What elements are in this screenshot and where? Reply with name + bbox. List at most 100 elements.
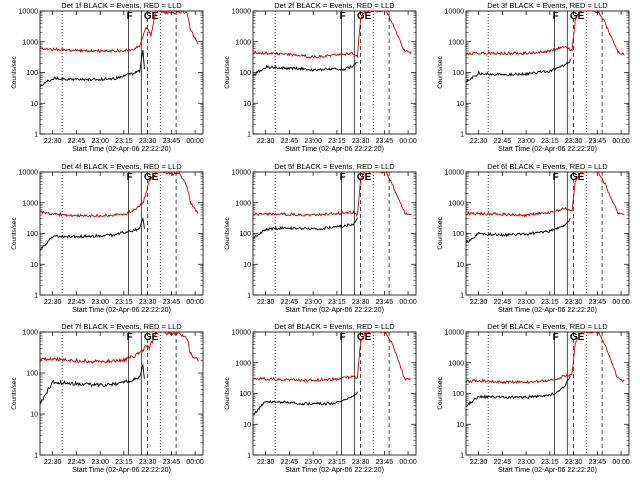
x-axis-label: Start Time (02-Apr-06 22:22:20) bbox=[498, 307, 597, 314]
x-tick-label: 23:15 bbox=[328, 299, 346, 306]
x-tick-label: 22:45 bbox=[281, 138, 299, 145]
x-tick-label: 23:45 bbox=[163, 459, 181, 466]
y-tick-label: 1000 bbox=[448, 360, 464, 367]
y-tick-label: 1 bbox=[460, 132, 464, 139]
x-tick-label: 23:45 bbox=[163, 299, 181, 306]
event-label-f: F bbox=[340, 332, 346, 343]
chart-panel-9: Det 9f BLACK = Events, RED = LLD 1 10 100 10… bbox=[437, 322, 630, 474]
y-axis-label: Counts/sec bbox=[437, 376, 444, 409]
y-tick-label: 10 bbox=[30, 262, 38, 269]
event-label-f: F bbox=[553, 11, 559, 22]
lld-series-line bbox=[465, 10, 625, 56]
y-tick-label: 1 bbox=[34, 453, 38, 460]
x-tick-label: 23:00 bbox=[517, 299, 535, 306]
x-tick-label: 23:00 bbox=[91, 299, 109, 306]
y-tick-label: 100 bbox=[452, 391, 464, 398]
x-tick-label: 23:00 bbox=[91, 459, 109, 466]
x-tick-label: 23:30 bbox=[565, 459, 583, 466]
x-tick-label: 23:30 bbox=[565, 299, 583, 306]
x-tick-label: 22:30 bbox=[470, 459, 488, 466]
y-tick-label: 100 bbox=[26, 371, 38, 378]
x-axis-label: Start Time (02-Apr-06 22:22:20) bbox=[72, 307, 171, 314]
y-axis-label: Counts/sec bbox=[11, 55, 18, 88]
lld-series-line bbox=[39, 330, 199, 364]
x-tick-label: 23:30 bbox=[352, 138, 370, 145]
y-tick-label: 1 bbox=[247, 453, 251, 460]
y-tick-label: 10000 bbox=[232, 170, 252, 177]
x-tick-label: 23:15 bbox=[115, 138, 133, 145]
y-tick-label: 10000 bbox=[19, 170, 39, 177]
lld-series-line bbox=[252, 171, 412, 217]
x-tick-label: 22:30 bbox=[257, 459, 275, 466]
y-tick-label: 10000 bbox=[445, 330, 465, 337]
lld-series-line bbox=[465, 171, 625, 218]
chart-panel-7: Det 7f BLACK = Events, RED = LLD 1 10 100 10… bbox=[11, 322, 204, 474]
y-axis-label: Counts/sec bbox=[224, 216, 231, 249]
x-tick-label: 00:00 bbox=[186, 459, 204, 466]
lld-series-line bbox=[39, 10, 199, 54]
x-tick-label: 23:15 bbox=[115, 299, 133, 306]
x-axis-label: Start Time (02-Apr-06 22:22:20) bbox=[285, 467, 384, 474]
plot-frame bbox=[252, 331, 417, 456]
panel-title: Det 5f BLACK = Events, RED = LLD bbox=[274, 162, 395, 171]
y-tick-label: 1 bbox=[247, 293, 251, 300]
events-series-line bbox=[465, 218, 571, 244]
event-label-f: F bbox=[127, 332, 133, 343]
x-tick-label: 23:45 bbox=[589, 299, 607, 306]
x-tick-label: 23:45 bbox=[589, 138, 607, 145]
plot-frame bbox=[39, 10, 204, 135]
x-tick-label: 23:15 bbox=[541, 138, 559, 145]
y-tick-label: 10000 bbox=[232, 330, 252, 337]
y-tick-label: 10 bbox=[243, 101, 251, 108]
y-tick-label: 100 bbox=[26, 70, 38, 77]
x-tick-label: 23:30 bbox=[139, 138, 157, 145]
x-tick-label: 22:45 bbox=[281, 459, 299, 466]
y-tick-label: 1 bbox=[34, 132, 38, 139]
y-tick-label: 1 bbox=[247, 132, 251, 139]
y-tick-label: 1000 bbox=[22, 39, 38, 46]
x-tick-label: 23:15 bbox=[328, 138, 346, 145]
panel-title: Det 8f BLACK = Events, RED = LLD bbox=[274, 322, 395, 331]
y-tick-label: 1000 bbox=[235, 360, 251, 367]
x-tick-label: 23:00 bbox=[517, 459, 535, 466]
events-series-line bbox=[252, 62, 358, 77]
x-tick-label: 23:30 bbox=[565, 138, 583, 145]
events-series-line bbox=[39, 216, 145, 251]
plot-frame bbox=[465, 331, 630, 456]
y-tick-label: 10 bbox=[243, 422, 251, 429]
plot-frame bbox=[465, 10, 630, 135]
y-tick-label: 10000 bbox=[445, 170, 465, 177]
plot-frame bbox=[252, 10, 417, 135]
x-axis-label: Start Time (02-Apr-06 22:22:20) bbox=[285, 146, 384, 153]
panel-title: Det 6f BLACK = Events, RED = LLD bbox=[487, 162, 608, 171]
event-label-f: F bbox=[127, 172, 133, 183]
y-tick-label: 1000 bbox=[22, 330, 38, 337]
x-tick-label: 23:45 bbox=[589, 459, 607, 466]
x-tick-label: 22:45 bbox=[68, 138, 86, 145]
y-tick-label: 1000 bbox=[235, 200, 251, 207]
y-tick-label: 10000 bbox=[19, 9, 39, 16]
event-label-f: F bbox=[553, 332, 559, 343]
x-tick-label: 23:30 bbox=[139, 459, 157, 466]
panel-title: Det 3f BLACK = Events, RED = LLD bbox=[487, 1, 608, 10]
events-series-line bbox=[252, 391, 358, 415]
x-tick-label: 00:00 bbox=[612, 138, 630, 145]
x-tick-label: 00:00 bbox=[186, 138, 204, 145]
x-tick-label: 23:15 bbox=[541, 459, 559, 466]
y-axis-label: Counts/sec bbox=[437, 216, 444, 249]
y-axis-label: Counts/sec bbox=[224, 376, 231, 409]
x-tick-label: 22:30 bbox=[470, 138, 488, 145]
x-tick-label: 22:45 bbox=[68, 299, 86, 306]
x-tick-label: 23:30 bbox=[352, 459, 370, 466]
y-tick-label: 1 bbox=[460, 453, 464, 460]
x-axis-label: Start Time (02-Apr-06 22:22:20) bbox=[285, 307, 384, 314]
x-tick-label: 23:45 bbox=[376, 299, 394, 306]
y-tick-label: 100 bbox=[26, 231, 38, 238]
y-tick-label: 10 bbox=[456, 101, 464, 108]
y-tick-label: 1000 bbox=[448, 200, 464, 207]
plot-frame bbox=[252, 171, 417, 296]
x-axis-label: Start Time (02-Apr-06 22:22:20) bbox=[498, 146, 597, 153]
y-axis-label: Counts/sec bbox=[11, 216, 18, 249]
y-axis-label: Counts/sec bbox=[11, 376, 18, 409]
